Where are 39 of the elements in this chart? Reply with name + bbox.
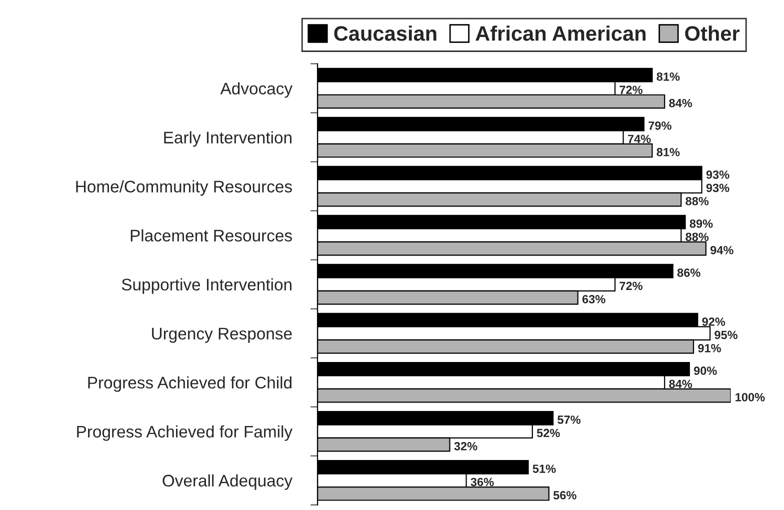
data-label: 81% [656,72,680,81]
y-tick-label: Placement Resources [130,229,292,242]
y-tick-label: Early Intervention [164,131,292,147]
y-tick-label: Advocacy [220,82,292,98]
y-tick-label: Home/Community Resources [76,180,292,196]
data-label: 84% [669,380,692,388]
data-label: 72% [620,282,642,290]
data-label: 92% [702,318,726,326]
data-label: 32% [454,442,478,450]
legend-label: Caucasian [334,26,436,41]
data-label: 56% [553,491,576,500]
y-tick-label: Supportive Intervention [122,278,292,294]
data-label: 88% [686,196,709,206]
data-label: 100% [736,393,765,402]
data-label: 93% [706,170,730,179]
y-tick-label: Urgency Response [152,328,292,343]
data-label: 95% [714,330,738,340]
data-label: 74% [628,134,651,144]
legend-label: African American [476,26,646,41]
y-tick-label: Progress Achieved for Child [88,376,292,392]
data-label: 72% [620,86,642,94]
data-label: 79% [648,121,672,130]
data-label: 52% [536,428,560,438]
data-label: 63% [582,294,606,304]
y-tick-label: Progress Achieved for Family [77,425,292,441]
data-label: 36% [470,478,494,486]
data-label: 89% [690,219,713,228]
y-tick-label: Overall Adequacy [162,474,292,490]
data-label: 91% [698,344,721,352]
data-label: 90% [694,366,717,375]
legend-label: Other [685,26,740,41]
data-label: 94% [710,246,734,254]
data-label: 93% [706,184,730,192]
data-label: 86% [677,268,700,277]
data-label: 81% [656,148,680,156]
data-label: 84% [669,98,692,108]
data-label: 57% [558,416,581,424]
data-label: 51% [532,464,556,473]
data-label: 88% [686,232,709,242]
